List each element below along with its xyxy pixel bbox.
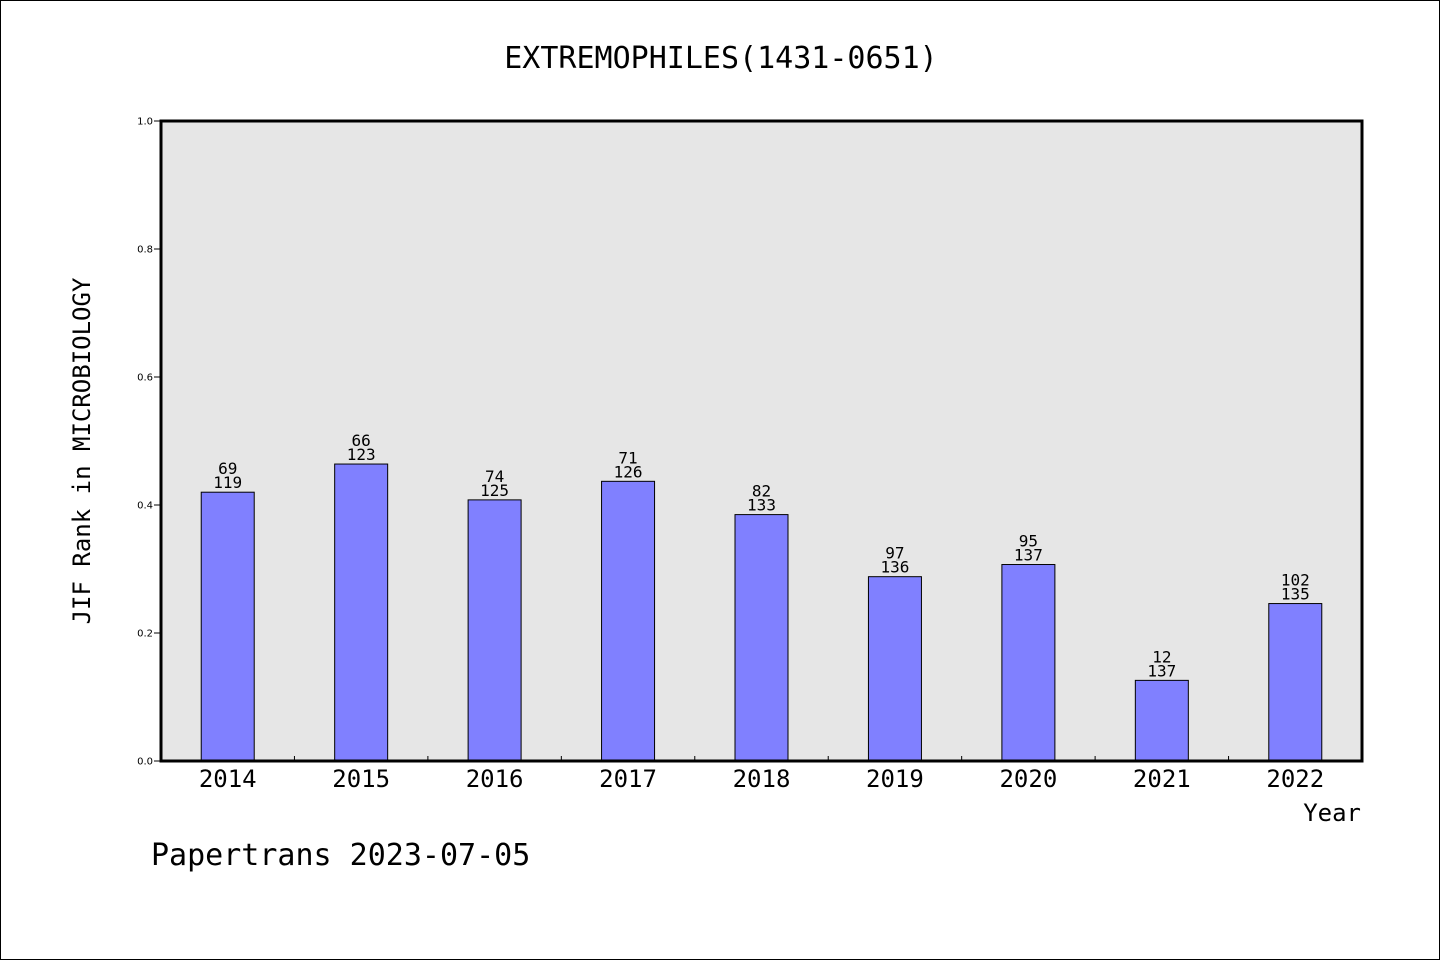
x-tick-label: 2018 (733, 765, 791, 793)
y-tick-label: 1.0 (137, 117, 153, 128)
x-tick-label: 2019 (866, 765, 924, 793)
bar-total-label: 137 (1014, 546, 1043, 565)
y-tick-label: 0.8 (137, 245, 153, 256)
bar-rank-label: 74 (485, 467, 504, 486)
x-tick-label: 2022 (1266, 765, 1324, 793)
bar-rank-label: 102 (1281, 571, 1310, 590)
bar-2019 (867, 576, 922, 762)
x-tick-label: 2017 (599, 765, 657, 793)
bar-2015 (334, 463, 389, 762)
bar-2017 (601, 480, 656, 762)
y-tick-label: 0.6 (137, 373, 153, 384)
bar-rank-label: 82 (752, 482, 771, 501)
bar-total-label: 137 (1147, 661, 1176, 680)
y-tick-label: 0.4 (137, 501, 153, 512)
bar-rank-label: 95 (1019, 532, 1038, 551)
bar-rank-label: 66 (352, 431, 371, 450)
bar-total-label: 123 (347, 445, 376, 464)
y-axis-label: JIF Rank in MICROBIOLOGY (68, 277, 96, 624)
bars (200, 463, 1323, 762)
bar-rank-label: 71 (618, 448, 637, 467)
bar-total-label: 125 (480, 481, 509, 500)
bar-rank-label: 97 (885, 544, 904, 563)
bar-labels: 6911966123741257112682133971369513712137… (213, 431, 1309, 680)
bar-total-label: 135 (1281, 585, 1310, 604)
chart-title: EXTREMOPHILES(1431-0651) (504, 41, 937, 76)
bar-rank-label: 69 (218, 459, 237, 478)
bar-2016 (467, 499, 522, 762)
y-tick-label: 0.0 (137, 757, 153, 768)
x-axis-label: Year (1303, 799, 1361, 827)
bar-2022 (1268, 603, 1323, 762)
x-tick-label: 2020 (999, 765, 1057, 793)
bar-rank-label: 12 (1152, 647, 1171, 666)
bar-2018 (734, 514, 789, 762)
bar-2021 (1134, 679, 1189, 762)
plot-border (159, 119, 1364, 763)
x-tick-label: 2015 (332, 765, 390, 793)
footer-text: Papertrans 2023-07-05 (151, 838, 530, 873)
bar-total-label: 119 (213, 473, 242, 492)
x-tick-label: 2021 (1133, 765, 1191, 793)
bar-2014 (200, 491, 255, 762)
bar-total-label: 133 (747, 496, 776, 515)
bar-2020 (1001, 564, 1056, 762)
y-axis-ticks: 0.0 0.2 0.4 0.6 0.8 1.0 (137, 117, 161, 768)
x-axis-ticks: 2014 2015 2016 2017 2018 2019 2020 2021 2022 (199, 756, 1324, 793)
bar-total-label: 136 (880, 558, 909, 577)
y-tick-label: 0.2 (137, 629, 153, 640)
x-tick-label: 2016 (466, 765, 524, 793)
x-tick-label: 2014 (199, 765, 257, 793)
bar-total-label: 126 (614, 462, 643, 481)
